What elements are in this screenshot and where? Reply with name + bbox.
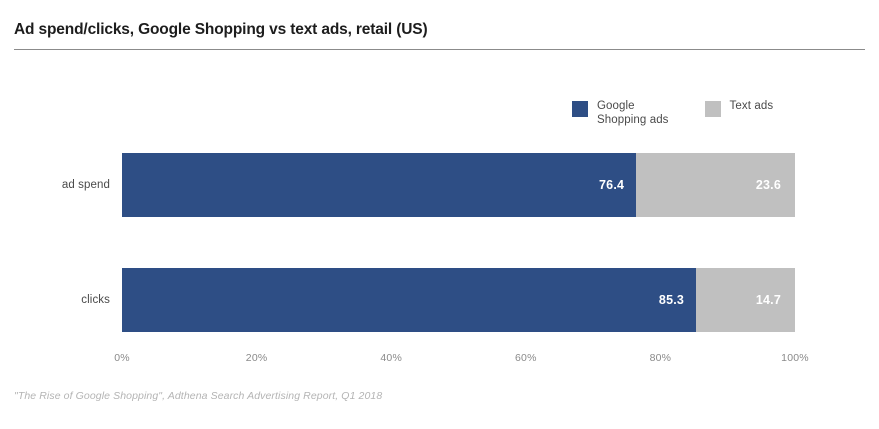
x-axis-tick-80: 80% <box>649 352 672 364</box>
legend-swatch-text-ads <box>704 101 721 117</box>
bar-segment-text-ads-clicks[interactable]: 14.7 <box>696 268 795 332</box>
x-axis: 0% 20% 40% 60% 80% 100% <box>114 352 808 368</box>
bar-value-label-google-shopping-clicks: 85.3 <box>658 293 685 307</box>
bar-segment-google-shopping-clicks[interactable]: 85.3 <box>122 268 697 332</box>
x-axis-tick-20: 20% <box>245 352 268 364</box>
bar-value-label-text-ads-clicks: 14.7 <box>755 293 781 307</box>
x-axis-tick-40: 40% <box>380 352 402 364</box>
legend-label-google-shopping-ads: Google Shopping ads <box>597 100 669 126</box>
chart-legend: Google Shopping ads Text ads <box>572 100 773 127</box>
category-label-clicks: clicks <box>81 294 110 306</box>
bar-segment-google-shopping-ad-spend[interactable]: 76.4 <box>122 153 637 217</box>
page-title: Ad spend/clicks, Google Shopping vs text… <box>14 21 428 38</box>
legend-label-text-ads: Text ads <box>729 100 774 112</box>
title-divider <box>14 49 865 50</box>
bar-segment-text-ads-ad-spend[interactable]: 23.6 <box>636 153 795 217</box>
legend-item-google-shopping-ads[interactable]: Google Shopping ads <box>572 100 669 127</box>
x-axis-tick-0: 0% <box>114 352 130 364</box>
bar-value-label-text-ads-ad-spend: 23.6 <box>755 178 781 192</box>
category-label-ad-spend: ad spend <box>61 179 110 191</box>
stacked-bar-ad-spend: 76.4 23.6 <box>122 153 795 217</box>
legend-swatch-google-shopping-ads <box>572 101 588 117</box>
bar-value-label-google-shopping-ad-spend: 76.4 <box>599 178 625 192</box>
x-axis-tick-60: 60% <box>514 352 537 364</box>
chart-row-clicks: clicks 85.3 14.7 <box>0 268 879 332</box>
chart-plot-area: ad spend 76.4 23.6 clicks 85.3 14.7 <box>0 140 879 345</box>
x-axis-tick-100: 100% <box>781 352 809 364</box>
chart-row-ad-spend: ad spend 76.4 23.6 <box>0 153 879 217</box>
source-footnote: "The Rise of Google Shopping", Adthena S… <box>14 390 383 402</box>
legend-item-text-ads[interactable]: Text ads <box>704 100 774 117</box>
stacked-bar-clicks: 85.3 14.7 <box>122 268 795 332</box>
